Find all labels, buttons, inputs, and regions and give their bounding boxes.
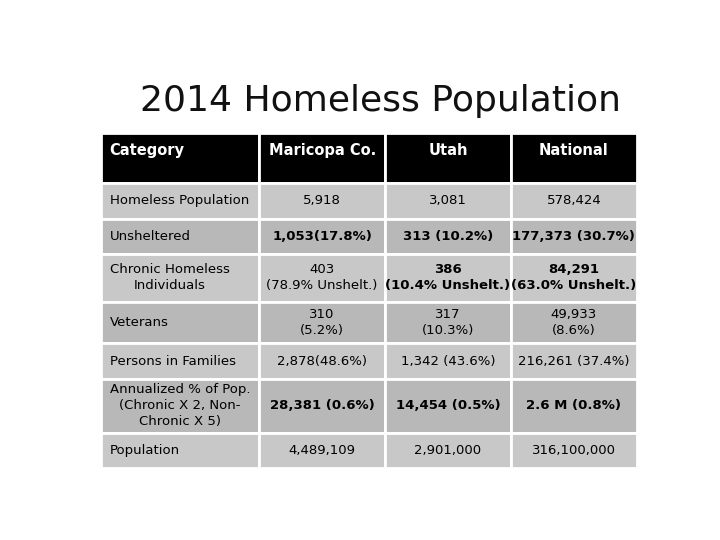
Text: 386
(10.4% Unshelt.): 386 (10.4% Unshelt.) <box>385 264 510 292</box>
Text: Category: Category <box>109 143 184 158</box>
Bar <box>511 433 637 468</box>
Bar <box>101 219 259 254</box>
Bar <box>385 183 511 219</box>
Bar <box>101 343 259 379</box>
Bar <box>385 343 511 379</box>
Text: 28,381 (0.6%): 28,381 (0.6%) <box>270 399 374 412</box>
Text: 14,454 (0.5%): 14,454 (0.5%) <box>396 399 500 412</box>
Text: Annualized % of Pop.
(Chronic X 2, Non-
Chronic X 5): Annualized % of Pop. (Chronic X 2, Non- … <box>109 383 250 428</box>
Bar <box>259 219 385 254</box>
Bar <box>385 379 511 433</box>
Text: Homeless Population: Homeless Population <box>109 194 249 207</box>
Text: Veterans: Veterans <box>109 316 168 329</box>
Text: 313 (10.2%): 313 (10.2%) <box>403 230 493 243</box>
Bar <box>385 133 511 183</box>
Text: 2,901,000: 2,901,000 <box>415 444 482 457</box>
Text: Chronic Homeless
Individuals: Chronic Homeless Individuals <box>109 264 230 292</box>
Bar <box>385 302 511 343</box>
Bar <box>259 302 385 343</box>
Bar <box>101 433 259 468</box>
Text: Persons in Families: Persons in Families <box>109 355 235 368</box>
Bar <box>259 433 385 468</box>
Text: 5,918: 5,918 <box>303 194 341 207</box>
Bar <box>259 254 385 302</box>
Text: Maricopa Co.: Maricopa Co. <box>269 143 376 158</box>
Bar <box>385 254 511 302</box>
Text: 1,053(17.8%): 1,053(17.8%) <box>272 230 372 243</box>
Bar <box>259 183 385 219</box>
Bar <box>101 302 259 343</box>
Text: Utah: Utah <box>428 143 468 158</box>
Bar <box>511 379 637 433</box>
Bar <box>511 254 637 302</box>
Text: 49,933
(8.6%): 49,933 (8.6%) <box>551 308 597 337</box>
Text: Population: Population <box>109 444 180 457</box>
Bar <box>101 133 259 183</box>
Bar <box>511 183 637 219</box>
Text: 216,261 (37.4%): 216,261 (37.4%) <box>518 355 630 368</box>
Text: 4,489,109: 4,489,109 <box>289 444 356 457</box>
Bar <box>511 302 637 343</box>
Text: 317
(10.3%): 317 (10.3%) <box>422 308 474 337</box>
Bar <box>101 183 259 219</box>
Text: 84,291
(63.0% Unshelt.): 84,291 (63.0% Unshelt.) <box>511 264 636 292</box>
Bar <box>511 343 637 379</box>
Text: 316,100,000: 316,100,000 <box>532 444 616 457</box>
Text: 403
(78.9% Unshelt.): 403 (78.9% Unshelt.) <box>266 264 378 292</box>
Text: 2014 Homeless Population: 2014 Homeless Population <box>140 84 621 118</box>
Text: 310
(5.2%): 310 (5.2%) <box>300 308 344 337</box>
Bar <box>259 133 385 183</box>
Text: 3,081: 3,081 <box>429 194 467 207</box>
Text: National: National <box>539 143 609 158</box>
Text: 1,342 (43.6%): 1,342 (43.6%) <box>401 355 495 368</box>
Bar <box>259 379 385 433</box>
Bar <box>259 343 385 379</box>
Bar <box>101 254 259 302</box>
Text: 177,373 (30.7%): 177,373 (30.7%) <box>513 230 635 243</box>
Text: Unsheltered: Unsheltered <box>109 230 191 243</box>
Bar <box>385 219 511 254</box>
Bar <box>101 379 259 433</box>
Text: 2.6 M (0.8%): 2.6 M (0.8%) <box>526 399 621 412</box>
Bar <box>511 133 637 183</box>
Bar <box>511 219 637 254</box>
Text: 578,424: 578,424 <box>546 194 601 207</box>
Bar <box>385 433 511 468</box>
Text: 2,878(48.6%): 2,878(48.6%) <box>277 355 367 368</box>
